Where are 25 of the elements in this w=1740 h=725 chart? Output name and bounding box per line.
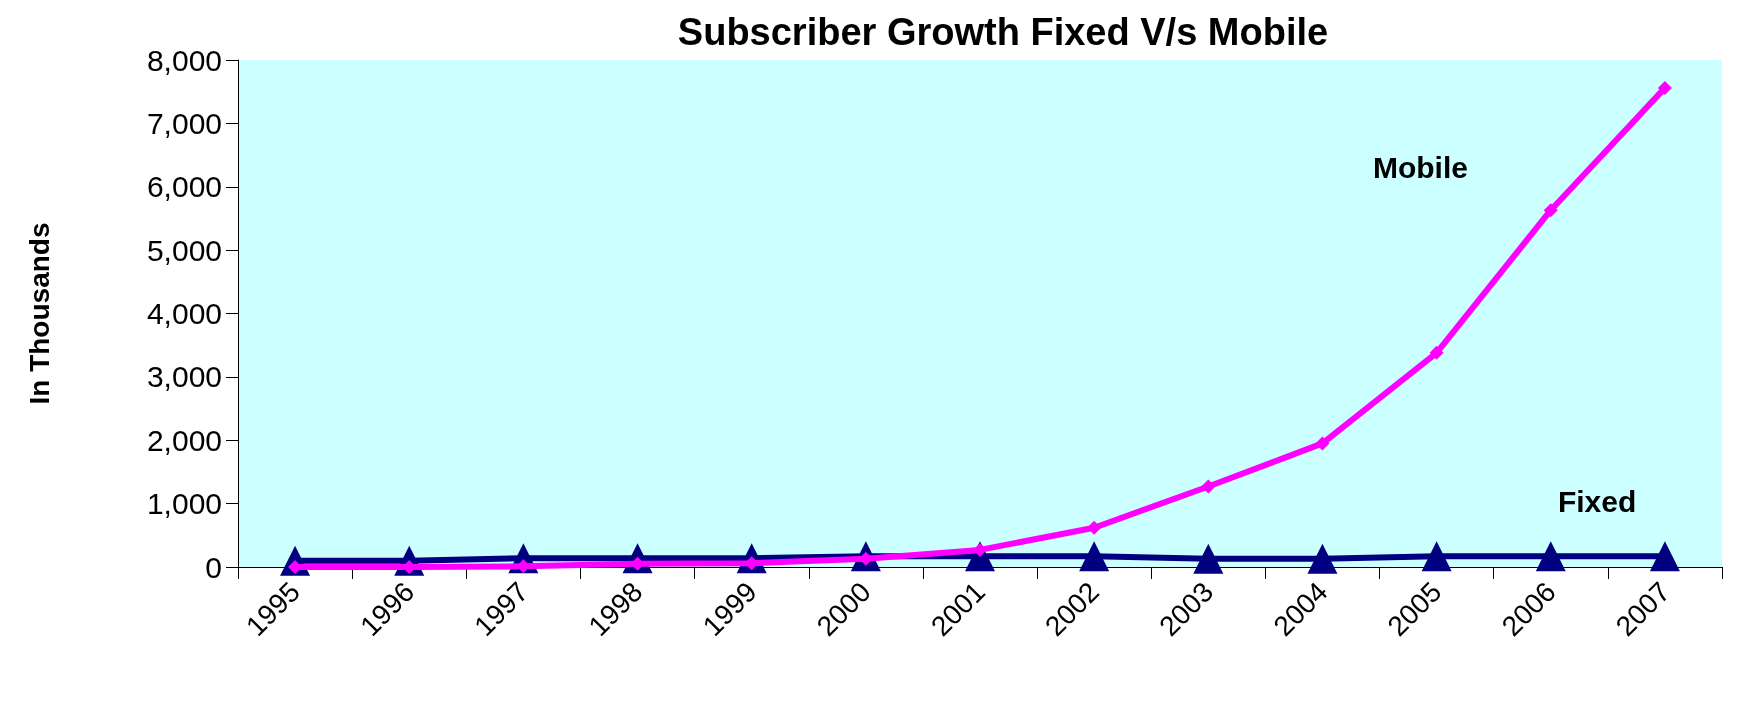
point <box>1201 479 1216 494</box>
y-tick-label: 7,000 <box>146 106 222 140</box>
y-tick-label: 5,000 <box>146 233 222 267</box>
point <box>1087 520 1102 535</box>
point <box>1657 80 1672 95</box>
point <box>1543 203 1558 218</box>
point <box>1535 541 1566 572</box>
point <box>1079 541 1110 572</box>
series-label: Fixed <box>1557 484 1637 518</box>
point <box>1307 543 1338 574</box>
text: Mobile <box>1372 151 1468 185</box>
point <box>1429 345 1444 360</box>
point <box>1315 436 1330 451</box>
y-tick-label: 0 <box>205 550 222 584</box>
y-tick-label: 2,000 <box>146 423 222 457</box>
chart-title: Subscriber Growth Fixed V/s Mobile <box>677 11 1329 53</box>
y-tick-label: 4,000 <box>146 297 222 330</box>
y-tick-label: 8,000 <box>146 43 222 77</box>
y-tick-label: 1,000 <box>146 487 222 521</box>
point <box>1193 543 1224 574</box>
y-tick-label: 3,000 <box>146 360 222 394</box>
point <box>1649 541 1680 572</box>
y-axis-title: In Thousands <box>23 222 55 405</box>
y-tick-label: 6,000 <box>146 170 222 204</box>
point <box>1421 541 1452 572</box>
